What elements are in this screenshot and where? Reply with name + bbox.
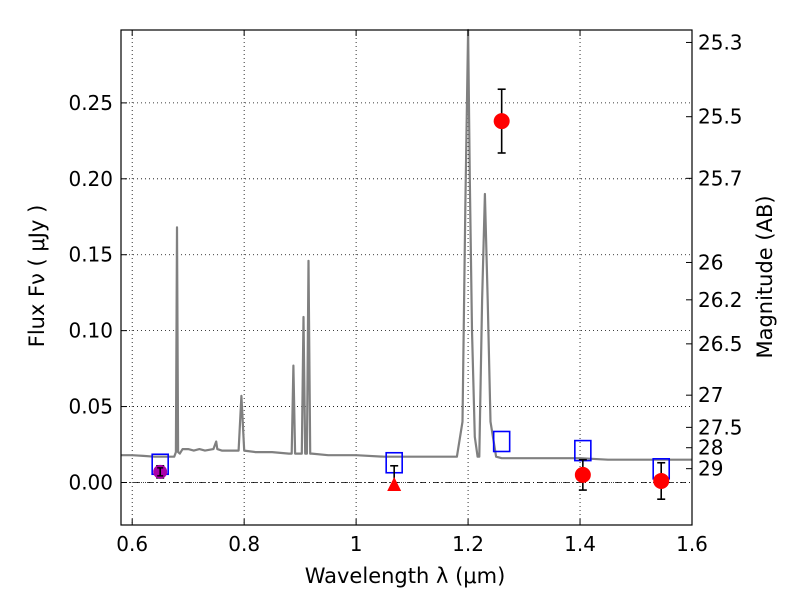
x-tick-label: 1.6 bbox=[676, 532, 708, 556]
y-tick-label: 0.00 bbox=[68, 470, 113, 494]
right-tick-label: 26.5 bbox=[698, 332, 743, 356]
right-tick-label: 27.5 bbox=[698, 415, 743, 439]
right-tick-label: 25.5 bbox=[698, 105, 743, 129]
model-spectrum-line bbox=[121, 28, 692, 461]
measured-point bbox=[574, 466, 591, 483]
x-tick-label: 1.2 bbox=[452, 532, 484, 556]
right-tick-label: 26.2 bbox=[698, 288, 743, 312]
right-tick-label: 25.7 bbox=[698, 166, 743, 190]
axis-ticks-group: 0.6 0.8 1 1.2 1.4 1.6 0.00 0.05 0.10 0.15 0.20 0.25… bbox=[68, 30, 743, 556]
right-tick-label: 29 bbox=[698, 457, 723, 481]
x-axis-label: Wavelength λ (μm) bbox=[305, 564, 506, 588]
right-y-axis-label: Magnitude (AB) bbox=[753, 195, 777, 358]
model-photometry-square bbox=[492, 430, 511, 453]
measured-point bbox=[653, 472, 670, 489]
right-tick-label: 28 bbox=[698, 436, 723, 460]
measured-point bbox=[493, 113, 510, 130]
photometry-points-group bbox=[151, 88, 671, 500]
right-tick-label: 27 bbox=[698, 383, 723, 407]
upper-limit-triangle bbox=[387, 477, 402, 492]
y-tick-label: 0.25 bbox=[68, 91, 113, 115]
y-tick-label: 0.15 bbox=[68, 243, 113, 267]
right-tick-label: 26 bbox=[698, 250, 723, 274]
y-tick-label: 0.20 bbox=[68, 167, 113, 191]
y-tick-label: 0.05 bbox=[68, 395, 113, 419]
x-tick-label: 0.6 bbox=[116, 532, 148, 556]
y-axis-label: Flux Fν ( μJy ) bbox=[25, 205, 49, 348]
x-tick-label: 1 bbox=[350, 532, 363, 556]
y-tick-label: 0.10 bbox=[68, 319, 113, 343]
right-tick-label: 25.3 bbox=[698, 30, 743, 54]
x-tick-label: 1.4 bbox=[564, 532, 596, 556]
model-spectrum-group bbox=[121, 28, 692, 461]
plot-frame bbox=[120, 29, 693, 526]
x-tick-label: 0.8 bbox=[228, 532, 260, 556]
